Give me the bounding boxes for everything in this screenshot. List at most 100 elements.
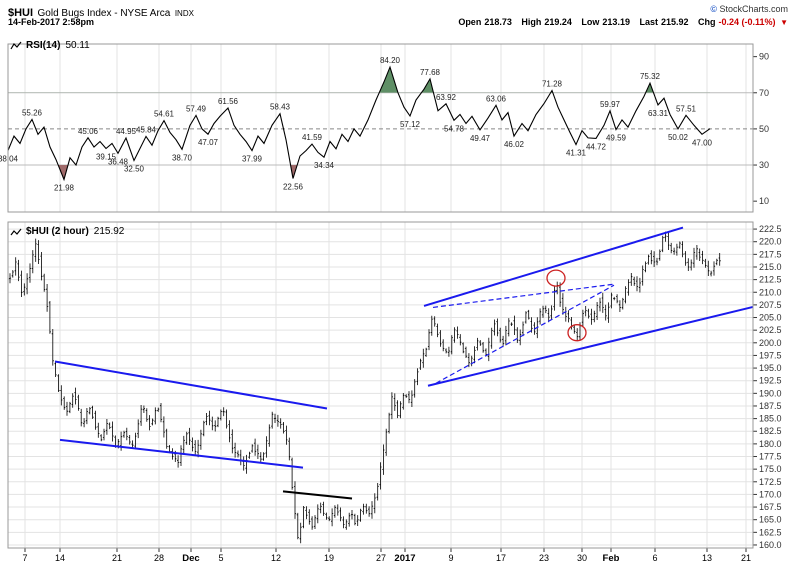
high-label: High <box>521 17 542 27</box>
indicator-icon <box>10 41 22 49</box>
svg-text:197.5: 197.5 <box>759 350 782 360</box>
chart-canvas: 160.0 162.5 165.0 167.5 170.0 172.5 175.0 177.5… <box>0 43 782 564</box>
low-label: Low <box>581 17 600 27</box>
svg-text:58.43: 58.43 <box>270 103 291 112</box>
svg-text:21: 21 <box>112 553 122 563</box>
svg-text:54.61: 54.61 <box>154 110 175 119</box>
svg-text:30: 30 <box>577 553 587 563</box>
svg-text:37.99: 37.99 <box>242 155 263 164</box>
svg-text:182.5: 182.5 <box>759 426 782 436</box>
copyright: © StockCharts.com <box>710 4 788 14</box>
svg-text:34.34: 34.34 <box>314 161 335 170</box>
rsi-panel-label: RSI(14) 50.11 <box>10 40 90 51</box>
copyright-icon: © <box>710 4 717 14</box>
svg-text:7: 7 <box>22 553 27 563</box>
svg-text:190.0: 190.0 <box>759 388 782 398</box>
svg-text:5: 5 <box>218 553 223 563</box>
chg-label: Chg <box>698 17 716 27</box>
svg-text:77.68: 77.68 <box>420 68 441 77</box>
svg-text:54.78: 54.78 <box>444 124 465 133</box>
low-value: 213.19 <box>602 17 630 27</box>
svg-text:57.49: 57.49 <box>186 104 207 113</box>
svg-text:36.48: 36.48 <box>108 157 129 166</box>
rsi-name: RSI(14) <box>26 40 61 51</box>
svg-text:220.0: 220.0 <box>759 237 782 247</box>
svg-text:23: 23 <box>539 553 549 563</box>
svg-text:44.72: 44.72 <box>586 142 607 151</box>
svg-text:187.5: 187.5 <box>759 401 782 411</box>
svg-text:50: 50 <box>759 124 769 134</box>
title-line: $HUI Gold Bugs Index - NYSE Arca INDX <box>8 3 194 21</box>
svg-text:21.98: 21.98 <box>54 184 75 193</box>
svg-text:160.0: 160.0 <box>759 540 782 550</box>
svg-text:90: 90 <box>759 52 769 62</box>
svg-text:17: 17 <box>496 553 506 563</box>
svg-text:2017: 2017 <box>394 553 415 564</box>
svg-text:210.0: 210.0 <box>759 287 782 297</box>
open-value: 218.73 <box>484 17 512 27</box>
svg-text:28: 28 <box>154 553 164 563</box>
svg-text:185.0: 185.0 <box>759 414 782 424</box>
chart-title: Gold Bugs Index - NYSE Arca <box>37 8 171 19</box>
svg-text:205.0: 205.0 <box>759 313 782 323</box>
svg-text:Dec: Dec <box>182 553 199 564</box>
svg-text:177.5: 177.5 <box>759 452 782 462</box>
quote-strip: Open 218.73 High 219.24 Low 213.19 Last 215.… <box>451 17 788 27</box>
svg-text:41.31: 41.31 <box>566 149 587 158</box>
svg-text:41.59: 41.59 <box>302 133 323 142</box>
svg-text:Feb: Feb <box>603 553 620 564</box>
svg-text:50.02: 50.02 <box>668 133 689 142</box>
svg-text:207.5: 207.5 <box>759 300 782 310</box>
svg-text:45.84: 45.84 <box>136 125 157 134</box>
svg-text:38.70: 38.70 <box>172 153 193 162</box>
svg-text:165.0: 165.0 <box>759 515 782 525</box>
svg-text:30: 30 <box>759 160 769 170</box>
svg-text:212.5: 212.5 <box>759 275 782 285</box>
svg-text:170.0: 170.0 <box>759 489 782 499</box>
svg-text:222.5: 222.5 <box>759 224 782 234</box>
svg-text:38.04: 38.04 <box>0 155 19 164</box>
open-label: Open <box>458 17 482 27</box>
svg-text:21: 21 <box>741 553 751 563</box>
price-value: 215.92 <box>93 226 125 237</box>
svg-text:27: 27 <box>376 553 386 563</box>
svg-text:19: 19 <box>324 553 334 563</box>
price-chart-icon <box>10 228 22 235</box>
svg-text:49.47: 49.47 <box>470 134 491 143</box>
svg-text:71.28: 71.28 <box>542 79 563 88</box>
svg-text:162.5: 162.5 <box>759 527 782 537</box>
svg-text:195.0: 195.0 <box>759 363 782 373</box>
high-value: 219.24 <box>544 17 572 27</box>
svg-text:39.15: 39.15 <box>96 153 117 162</box>
symbol-ticker: $HUI <box>8 7 34 19</box>
last-label: Last <box>639 17 658 27</box>
svg-text:217.5: 217.5 <box>759 249 782 259</box>
svg-text:172.5: 172.5 <box>759 477 782 487</box>
price-name: $HUI (2 hour) <box>26 226 89 237</box>
datetime: 14-Feb-2017 2:58pm <box>8 17 95 27</box>
svg-text:63.31: 63.31 <box>648 109 669 118</box>
svg-text:46.02: 46.02 <box>504 140 525 149</box>
svg-text:45.06: 45.06 <box>78 127 99 136</box>
svg-text:57.51: 57.51 <box>676 104 697 113</box>
down-arrow-icon: ▼ <box>780 18 788 27</box>
svg-text:180.0: 180.0 <box>759 439 782 449</box>
svg-text:32.50: 32.50 <box>124 165 145 174</box>
svg-text:22.56: 22.56 <box>283 182 304 191</box>
svg-text:167.5: 167.5 <box>759 502 782 512</box>
svg-text:70: 70 <box>759 88 769 98</box>
svg-text:10: 10 <box>759 196 769 206</box>
svg-text:44.95: 44.95 <box>116 127 137 136</box>
svg-text:6: 6 <box>652 553 657 563</box>
last-value: 215.92 <box>660 17 689 27</box>
svg-text:13: 13 <box>702 553 712 563</box>
svg-text:57.12: 57.12 <box>400 120 421 129</box>
svg-text:200.0: 200.0 <box>759 338 782 348</box>
svg-text:215.0: 215.0 <box>759 262 782 272</box>
svg-text:12: 12 <box>271 553 281 563</box>
chg-value: -0.24 (-0.11%) <box>718 17 776 27</box>
svg-text:55.26: 55.26 <box>22 108 43 117</box>
svg-text:49.59: 49.59 <box>606 134 627 143</box>
rsi-value: 50.11 <box>65 40 90 51</box>
svg-text:202.5: 202.5 <box>759 325 782 335</box>
